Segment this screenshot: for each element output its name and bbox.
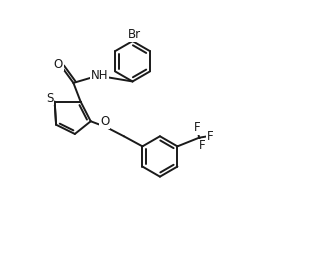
Text: O: O — [100, 115, 109, 128]
Text: F: F — [207, 130, 213, 143]
Text: Br: Br — [127, 28, 140, 41]
Text: O: O — [54, 58, 63, 71]
Text: F: F — [199, 139, 205, 152]
Text: NH: NH — [91, 69, 108, 82]
Text: S: S — [46, 92, 53, 105]
Text: F: F — [194, 121, 201, 134]
